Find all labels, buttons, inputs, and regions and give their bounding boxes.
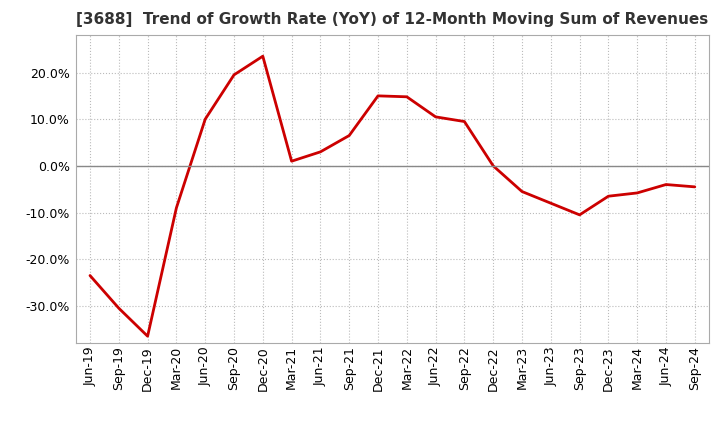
Title: [3688]  Trend of Growth Rate (YoY) of 12-Month Moving Sum of Revenues: [3688] Trend of Growth Rate (YoY) of 12-… xyxy=(76,12,708,27)
